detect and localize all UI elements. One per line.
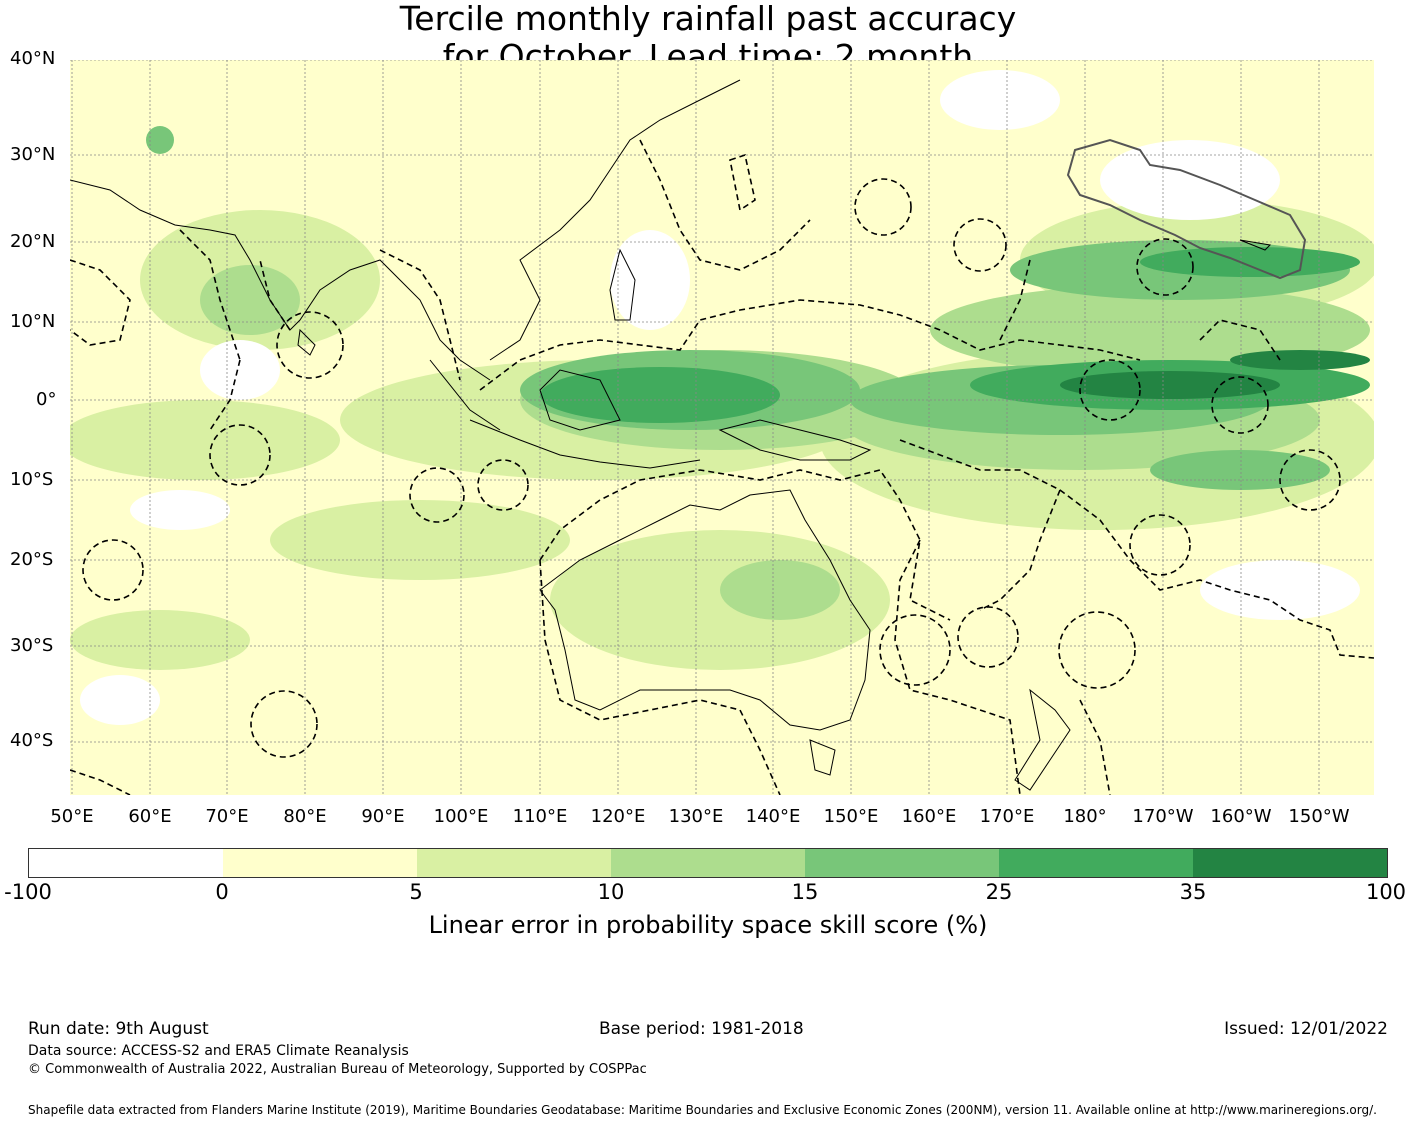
lat-label: 40°N (10, 48, 56, 69)
lon-label: 100°E (433, 806, 489, 827)
colorbar (28, 848, 1388, 878)
lat-label: 40°S (10, 730, 54, 751)
lon-label: 120°E (590, 806, 646, 827)
colorbar-segment (223, 849, 417, 877)
gridlines (70, 60, 1374, 795)
lon-label: 170°E (979, 806, 1035, 827)
colorbar-tick: 15 (791, 880, 819, 904)
colorbar-segment (611, 849, 805, 877)
run-date: Run date: 9th August (28, 1019, 209, 1039)
lon-label: 60°E (128, 806, 172, 827)
lon-label: 50°E (50, 806, 94, 827)
lat-label: 10°S (10, 469, 54, 490)
shapefile-credit: Shapefile data extracted from Flanders M… (28, 1103, 1377, 1117)
lat-label: 20°N (10, 231, 56, 252)
lon-label: 160°W (1210, 806, 1272, 827)
lon-label: 80°E (283, 806, 327, 827)
colorbar-tick: 10 (597, 880, 625, 904)
lon-label: 150°E (823, 806, 879, 827)
lat-label: 20°S (10, 549, 54, 570)
colorbar-segment (417, 849, 611, 877)
colorbar-segment (29, 849, 223, 877)
colorbar-segment (999, 849, 1193, 877)
eez-boundaries (70, 139, 1374, 795)
colorbar-segment (1193, 849, 1387, 877)
lon-label: 110°E (512, 806, 568, 827)
lon-label: 170°W (1132, 806, 1194, 827)
colorbar-label: Linear error in probability space skill … (428, 911, 988, 939)
map-title-line-1: Tercile monthly rainfall past accuracy (399, 0, 1017, 38)
colorbar-segment (805, 849, 999, 877)
issued-date: Issued: 12/01/2022 (1224, 1019, 1388, 1039)
lon-label: 180° (1063, 806, 1107, 827)
base-period: Base period: 1981-2018 (599, 1019, 804, 1039)
colorbar-tick: 25 (985, 880, 1013, 904)
lon-label: 130°E (668, 806, 724, 827)
colorbar-tick: 35 (1179, 880, 1207, 904)
lon-label: 150°W (1288, 806, 1350, 827)
colorbar-tick: -100 (4, 880, 52, 904)
lon-label: 70°E (205, 806, 249, 827)
highest-skill-patches (1060, 350, 1370, 399)
lat-label: 30°S (10, 635, 54, 656)
negative-skill-patches (80, 70, 1360, 725)
lat-label: 0° (36, 389, 57, 410)
skill-score-map (70, 60, 1374, 795)
colorbar-tick: 5 (409, 880, 423, 904)
lon-label: 140°E (745, 806, 801, 827)
lon-label: 90°E (361, 806, 405, 827)
data-source: Data source: ACCESS-S2 and ERA5 Climate … (28, 1043, 409, 1059)
coastlines (70, 79, 1272, 791)
lat-label: 30°N (10, 144, 56, 165)
lon-label: 160°E (901, 806, 957, 827)
colorbar-tick: 0 (215, 880, 229, 904)
copyright: © Commonwealth of Australia 2022, Austra… (28, 1062, 647, 1077)
lat-label: 10°N (10, 311, 56, 332)
hawaii-eez-outline (1066, 138, 1307, 280)
colorbar-tick: 100 (1365, 880, 1407, 904)
